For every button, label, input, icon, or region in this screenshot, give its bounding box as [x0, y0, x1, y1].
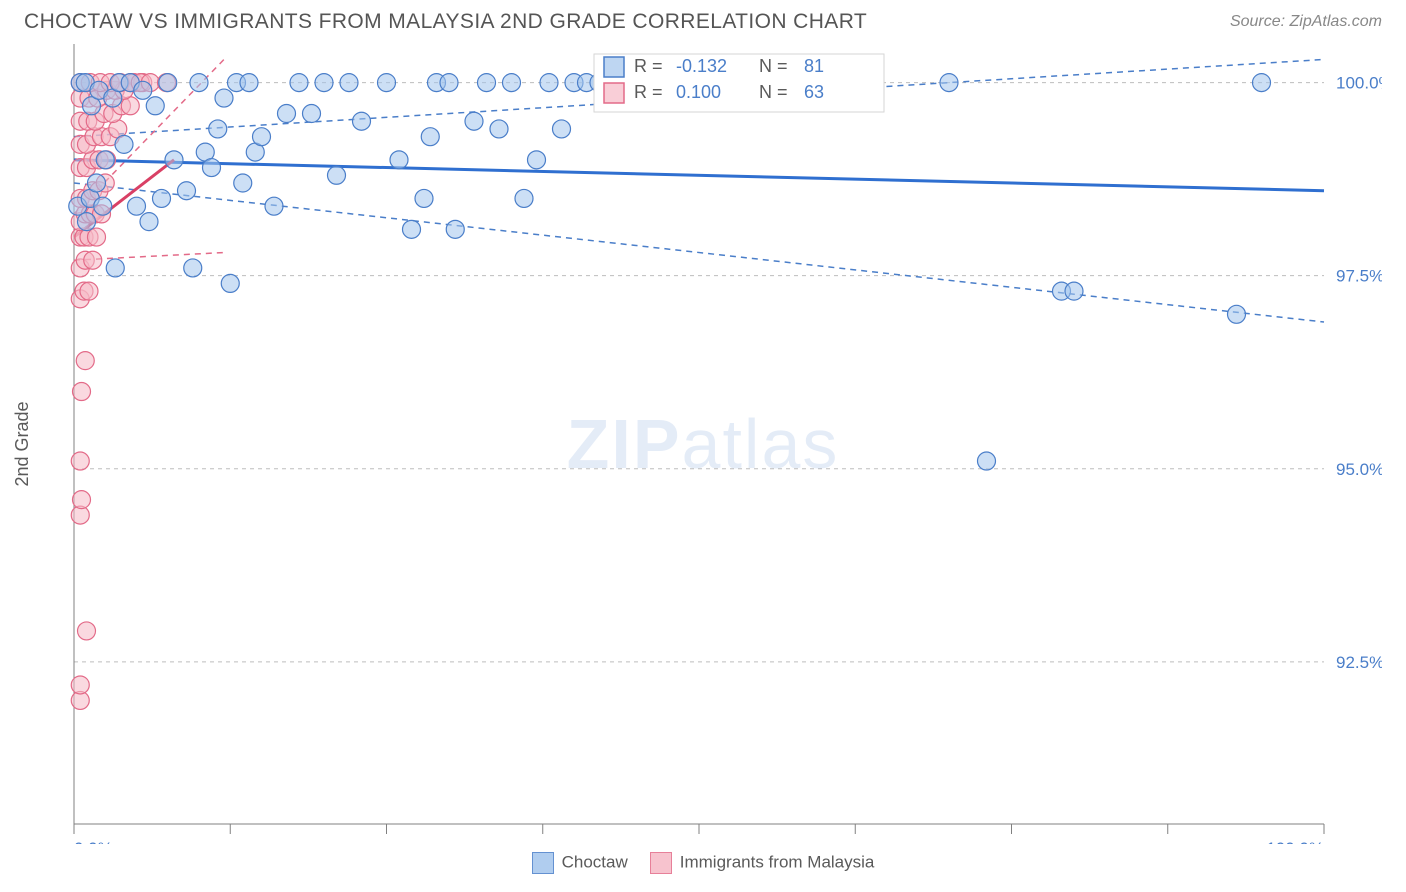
- legend-item-choctaw: Choctaw: [532, 852, 628, 874]
- svg-text:92.5%: 92.5%: [1336, 653, 1382, 672]
- legend-swatch-malaysia: [650, 852, 672, 874]
- legend-item-malaysia: Immigrants from Malaysia: [650, 852, 875, 874]
- svg-text:95.0%: 95.0%: [1336, 460, 1382, 479]
- svg-text:R =: R =: [634, 82, 663, 102]
- legend-label-malaysia: Immigrants from Malaysia: [680, 852, 875, 871]
- svg-text:97.5%: 97.5%: [1336, 267, 1382, 286]
- svg-text:0.100: 0.100: [676, 82, 721, 102]
- chart-container: 2nd Grade ZIPatlas 92.5%95.0%97.5%100.0%…: [24, 44, 1382, 844]
- svg-text:81: 81: [804, 56, 824, 76]
- chart-title: CHOCTAW VS IMMIGRANTS FROM MALAYSIA 2ND …: [24, 10, 867, 34]
- source-name: ZipAtlas.com: [1290, 13, 1382, 30]
- scatter-chart: 92.5% 95.0% 97.5% 100.0% 0.0% 100.0% R = -0.132…: [24, 44, 1382, 844]
- svg-text:N =: N =: [759, 82, 788, 102]
- svg-text:63: 63: [804, 82, 824, 102]
- svg-text:0.0%: 0.0%: [74, 839, 113, 844]
- legend-label-choctaw: Choctaw: [562, 852, 628, 871]
- legend-swatch-choctaw: [532, 852, 554, 874]
- svg-text:-0.132: -0.132: [676, 56, 727, 76]
- y-axis-label: 2nd Grade: [12, 401, 33, 486]
- svg-text:N =: N =: [759, 56, 788, 76]
- svg-text:R =: R =: [634, 56, 663, 76]
- header: CHOCTAW VS IMMIGRANTS FROM MALAYSIA 2ND …: [0, 0, 1406, 40]
- bottom-legend: Choctaw Immigrants from Malaysia: [0, 852, 1406, 874]
- svg-text:100.0%: 100.0%: [1336, 74, 1382, 93]
- svg-text:100.0%: 100.0%: [1266, 839, 1324, 844]
- source-attribution: Source: ZipAtlas.com: [1230, 13, 1382, 31]
- source-prefix: Source:: [1230, 13, 1290, 30]
